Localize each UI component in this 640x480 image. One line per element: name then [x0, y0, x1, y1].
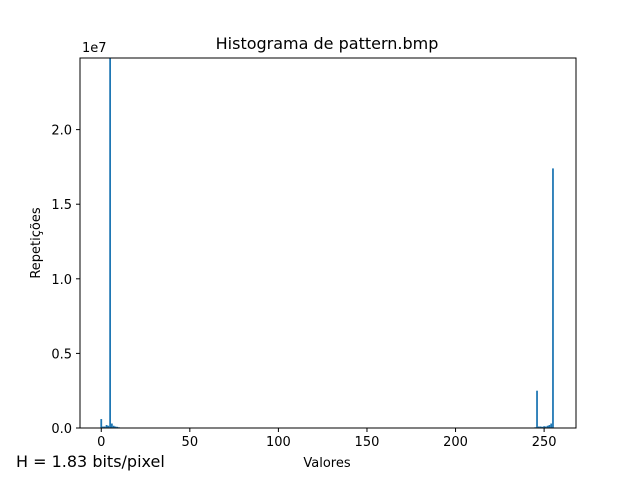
histogram-bar	[537, 426, 540, 428]
histogram-bar	[116, 426, 119, 428]
x-tick-label: 0	[97, 435, 105, 450]
x-tick-label: 250	[532, 435, 557, 450]
chart-title: Histograma de pattern.bmp	[216, 34, 439, 53]
histogram-bar	[100, 419, 103, 428]
histogram-bar	[550, 423, 553, 428]
histogram-bar	[102, 426, 104, 428]
histogram-bar	[545, 426, 547, 428]
histogram-bar	[541, 426, 544, 428]
histogram-bar	[111, 423, 113, 428]
y-offset-label: 1e7	[82, 41, 107, 56]
histogram-bar	[112, 425, 115, 428]
y-tick-label: 1.5	[51, 198, 72, 213]
plot-frame	[79, 57, 577, 429]
x-tick-label: 100	[266, 435, 291, 450]
histogram-bar	[109, 58, 111, 428]
histogram-bar	[114, 426, 117, 428]
x-axis-title: Valores	[303, 456, 350, 471]
y-tick-label: 1.0	[51, 273, 72, 288]
y-axis-ticks: 0.0 0.5 1.0 1.5 2.0	[51, 124, 80, 437]
y-axis-title: Repetições	[29, 207, 44, 279]
histogram-bar	[546, 425, 549, 428]
bars-group	[100, 58, 554, 428]
x-tick-label: 200	[443, 435, 468, 450]
histogram-bar	[552, 168, 554, 428]
histogram-bar	[103, 426, 106, 428]
histogram-bar	[539, 426, 542, 428]
histogram-bar	[536, 390, 538, 428]
histogram-bar	[105, 425, 108, 428]
entropy-annotation: H = 1.83 bits/pixel	[16, 452, 165, 471]
histogram-bar	[548, 425, 551, 428]
histogram-bar	[543, 426, 545, 428]
x-tick-label: 150	[355, 435, 380, 450]
x-tick-label: 50	[182, 435, 199, 450]
x-axis-ticks: 0 50 100 150 200 250	[97, 428, 557, 450]
y-tick-label: 2.0	[51, 124, 72, 139]
y-tick-label: 0.5	[51, 347, 72, 362]
y-tick-label: 0.0	[51, 422, 72, 437]
histogram-bar	[107, 425, 110, 428]
